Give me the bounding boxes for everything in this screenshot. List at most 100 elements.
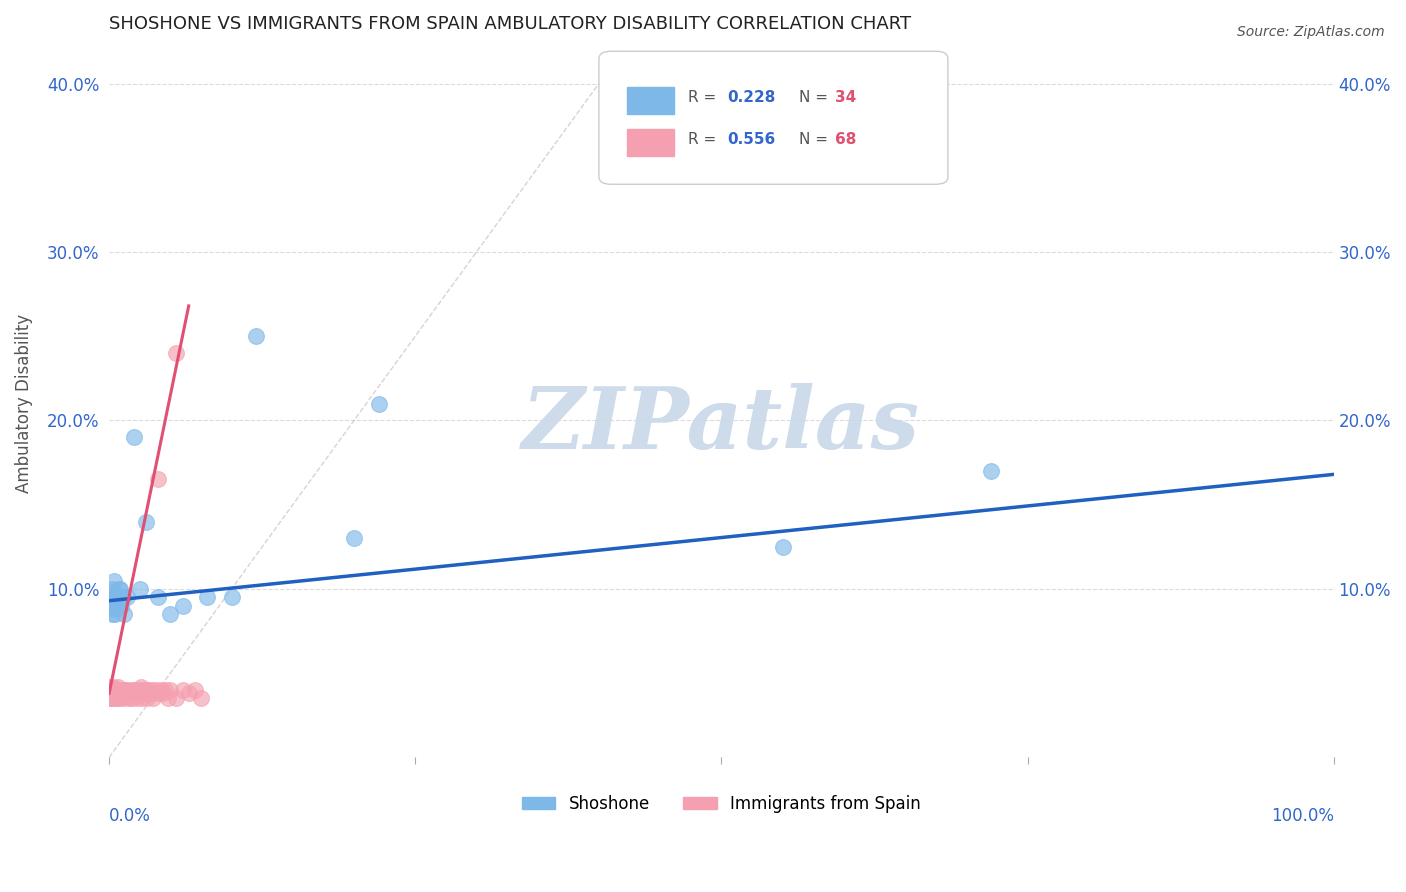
Point xyxy=(100,607,122,622)
Point xyxy=(98,686,121,700)
Point xyxy=(101,680,124,694)
Text: N =: N = xyxy=(799,90,832,104)
FancyBboxPatch shape xyxy=(627,129,673,156)
Point xyxy=(125,683,148,698)
Point xyxy=(103,574,125,588)
Point xyxy=(343,532,366,546)
Point xyxy=(107,591,129,605)
Point xyxy=(108,683,131,698)
Text: 0.228: 0.228 xyxy=(727,90,776,104)
Text: 0.556: 0.556 xyxy=(727,132,776,147)
Point xyxy=(110,686,132,700)
Point xyxy=(159,683,181,698)
Point xyxy=(108,582,131,596)
Point xyxy=(122,430,145,444)
Text: 34: 34 xyxy=(835,90,856,104)
Point xyxy=(135,515,157,529)
Point xyxy=(105,686,128,700)
Point xyxy=(101,595,124,609)
Point xyxy=(104,691,127,706)
Point xyxy=(172,599,194,613)
Point xyxy=(149,683,172,698)
Point xyxy=(156,691,179,706)
Point xyxy=(128,683,150,698)
Text: Source: ZipAtlas.com: Source: ZipAtlas.com xyxy=(1237,25,1385,39)
Point xyxy=(108,582,131,596)
Point xyxy=(139,686,162,700)
Point xyxy=(104,591,127,605)
Point xyxy=(117,591,139,605)
Point xyxy=(111,683,134,698)
Point xyxy=(772,540,794,554)
Point xyxy=(98,691,121,706)
Text: R =: R = xyxy=(689,90,721,104)
Point xyxy=(105,599,128,613)
Text: SHOSHONE VS IMMIGRANTS FROM SPAIN AMBULATORY DISABILITY CORRELATION CHART: SHOSHONE VS IMMIGRANTS FROM SPAIN AMBULA… xyxy=(110,15,911,33)
Point xyxy=(101,683,124,698)
Point xyxy=(142,691,165,706)
Point xyxy=(98,680,121,694)
Text: 100.0%: 100.0% xyxy=(1271,807,1334,825)
Point xyxy=(118,686,141,700)
Point xyxy=(104,683,127,698)
Point xyxy=(166,691,188,706)
Point xyxy=(141,683,163,698)
Point xyxy=(118,691,141,706)
Point xyxy=(115,686,138,700)
Point xyxy=(104,686,127,700)
Point xyxy=(117,683,139,698)
Point xyxy=(98,591,121,605)
Point xyxy=(128,686,150,700)
Point xyxy=(110,599,132,613)
Point xyxy=(103,683,125,698)
Text: 68: 68 xyxy=(835,132,856,147)
Point xyxy=(103,599,125,613)
Point xyxy=(136,683,159,698)
Point xyxy=(104,607,127,622)
Point xyxy=(112,607,135,622)
Legend: Shoshone, Immigrants from Spain: Shoshone, Immigrants from Spain xyxy=(516,789,928,820)
Point xyxy=(103,691,125,706)
Point xyxy=(108,683,131,698)
Point xyxy=(112,691,135,706)
Point xyxy=(190,691,212,706)
Point xyxy=(98,686,121,700)
Point xyxy=(184,683,207,698)
Point xyxy=(101,602,124,616)
Text: 0.0%: 0.0% xyxy=(110,807,150,825)
Point xyxy=(98,683,121,698)
Point xyxy=(980,464,1002,478)
FancyBboxPatch shape xyxy=(627,87,673,113)
Point xyxy=(101,683,124,698)
Point xyxy=(127,691,149,706)
Text: ZIPatlas: ZIPatlas xyxy=(522,383,921,467)
Point xyxy=(134,686,156,700)
Point xyxy=(101,585,124,599)
Point xyxy=(107,680,129,694)
Point xyxy=(166,346,188,360)
Point xyxy=(128,582,150,596)
Point xyxy=(98,683,121,698)
Point xyxy=(367,396,389,410)
Point xyxy=(105,591,128,605)
Point xyxy=(100,691,122,706)
Point xyxy=(100,691,122,706)
Point xyxy=(152,686,174,700)
Y-axis label: Ambulatory Disability: Ambulatory Disability xyxy=(15,314,32,493)
Point xyxy=(105,683,128,698)
Point xyxy=(121,691,143,706)
Point xyxy=(155,683,177,698)
Point xyxy=(100,683,122,698)
Point xyxy=(108,686,131,700)
FancyBboxPatch shape xyxy=(599,51,948,185)
Point xyxy=(145,683,167,698)
Point xyxy=(146,686,169,700)
Point xyxy=(100,582,122,596)
Point xyxy=(103,686,125,700)
Point xyxy=(132,683,155,698)
Point xyxy=(124,686,146,700)
Point xyxy=(245,329,267,343)
Point xyxy=(135,683,157,698)
Point xyxy=(108,691,131,706)
Point xyxy=(146,472,169,486)
